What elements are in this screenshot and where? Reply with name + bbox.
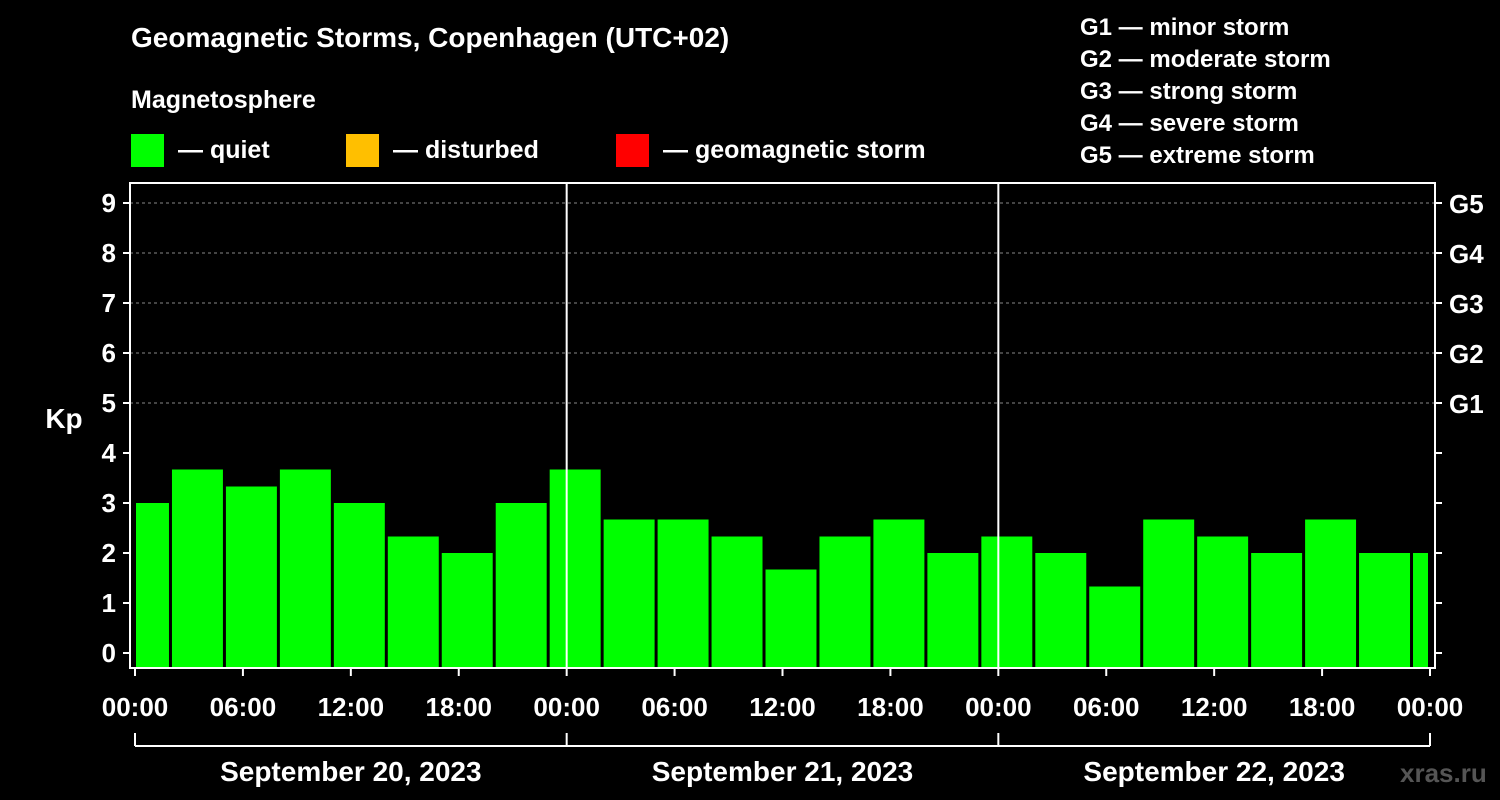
kp-bar bbox=[1197, 536, 1249, 668]
y-tick-label: 8 bbox=[102, 238, 116, 268]
kp-bar bbox=[1089, 586, 1141, 668]
y-tick-label: 4 bbox=[102, 438, 117, 468]
x-tick-label: 18:00 bbox=[426, 692, 493, 722]
x-tick-label: 00:00 bbox=[965, 692, 1032, 722]
kp-bar bbox=[819, 536, 871, 668]
y-tick-label: 2 bbox=[102, 538, 116, 568]
x-tick-label: 00:00 bbox=[1397, 692, 1464, 722]
kp-bar bbox=[1251, 553, 1303, 668]
kp-bar bbox=[225, 486, 277, 668]
x-tick-label: 18:00 bbox=[857, 692, 924, 722]
x-tick-label: 06:00 bbox=[1073, 692, 1140, 722]
kp-bar bbox=[873, 519, 925, 668]
x-tick-label: 12:00 bbox=[749, 692, 816, 722]
legend-label-storm: — geomagnetic storm bbox=[663, 135, 926, 164]
y-tick-label: 3 bbox=[102, 488, 116, 518]
kp-bar bbox=[603, 519, 655, 668]
y-tick-label: 5 bbox=[102, 388, 116, 418]
kp-bar bbox=[279, 469, 331, 668]
kp-bar bbox=[1035, 553, 1087, 668]
x-tick-label: 00:00 bbox=[533, 692, 600, 722]
g-scale-g4: G4 — severe storm bbox=[1080, 110, 1299, 137]
kp-bar bbox=[711, 536, 763, 668]
y-tick-label: 7 bbox=[102, 288, 116, 318]
x-tick-label: 00:00 bbox=[102, 692, 169, 722]
day-label: September 20, 2023 bbox=[220, 756, 482, 787]
kp-bar bbox=[1143, 519, 1195, 668]
legend-label-disturbed: — disturbed bbox=[393, 135, 539, 164]
kp-bar bbox=[136, 503, 169, 668]
day-label: September 22, 2023 bbox=[1083, 756, 1345, 787]
g-scale-g2: G2 — moderate storm bbox=[1080, 46, 1331, 73]
g-level-label: G3 bbox=[1449, 289, 1484, 319]
legend-swatch-quiet bbox=[131, 133, 164, 167]
legend-item-storm: — geomagnetic storm bbox=[616, 133, 926, 167]
y-axis-label: Kp bbox=[45, 403, 82, 434]
kp-bar bbox=[495, 503, 547, 668]
kp-bar bbox=[1413, 553, 1428, 668]
legend-item-quiet: — quiet bbox=[131, 133, 270, 167]
y-tick-label: 1 bbox=[102, 588, 116, 618]
day-label: September 21, 2023 bbox=[652, 756, 914, 787]
g-level-label: G4 bbox=[1449, 239, 1484, 269]
kp-bar bbox=[927, 553, 979, 668]
legend-swatch-disturbed bbox=[346, 133, 379, 167]
kp-bar bbox=[387, 536, 439, 668]
legend-swatch-storm bbox=[616, 133, 649, 167]
g-level-label: G1 bbox=[1449, 389, 1484, 419]
kp-bar bbox=[333, 503, 385, 668]
legend-label-quiet: — quiet bbox=[178, 135, 270, 164]
kp-bar bbox=[171, 469, 223, 668]
x-tick-label: 18:00 bbox=[1289, 692, 1356, 722]
legend-title: Magnetosphere bbox=[131, 86, 316, 114]
kp-bar bbox=[981, 536, 1033, 668]
g-scale-g3: G3 — strong storm bbox=[1080, 78, 1298, 105]
legend-item-disturbed: — disturbed bbox=[346, 133, 539, 167]
y-tick-label: 0 bbox=[102, 638, 116, 668]
kp-bar bbox=[441, 553, 493, 668]
kp-bar bbox=[549, 469, 601, 668]
kp-bar bbox=[765, 569, 817, 668]
y-tick-label: 9 bbox=[102, 188, 116, 218]
x-tick-label: 12:00 bbox=[318, 692, 385, 722]
kp-bar bbox=[1305, 519, 1357, 668]
watermark: xras.ru bbox=[1400, 758, 1487, 788]
g-level-label: G5 bbox=[1449, 189, 1484, 219]
g-scale-g5: G5 — extreme storm bbox=[1080, 142, 1315, 169]
g-scale-g1: G1 — minor storm bbox=[1080, 14, 1290, 41]
chart-title: Geomagnetic Storms, Copenhagen (UTC+02) bbox=[131, 22, 730, 53]
x-tick-label: 06:00 bbox=[210, 692, 277, 722]
y-tick-label: 6 bbox=[102, 338, 116, 368]
kp-bar bbox=[1359, 553, 1411, 668]
x-tick-label: 12:00 bbox=[1181, 692, 1248, 722]
kp-bar bbox=[657, 519, 709, 668]
x-tick-label: 06:00 bbox=[641, 692, 708, 722]
g-level-label: G2 bbox=[1449, 339, 1484, 369]
